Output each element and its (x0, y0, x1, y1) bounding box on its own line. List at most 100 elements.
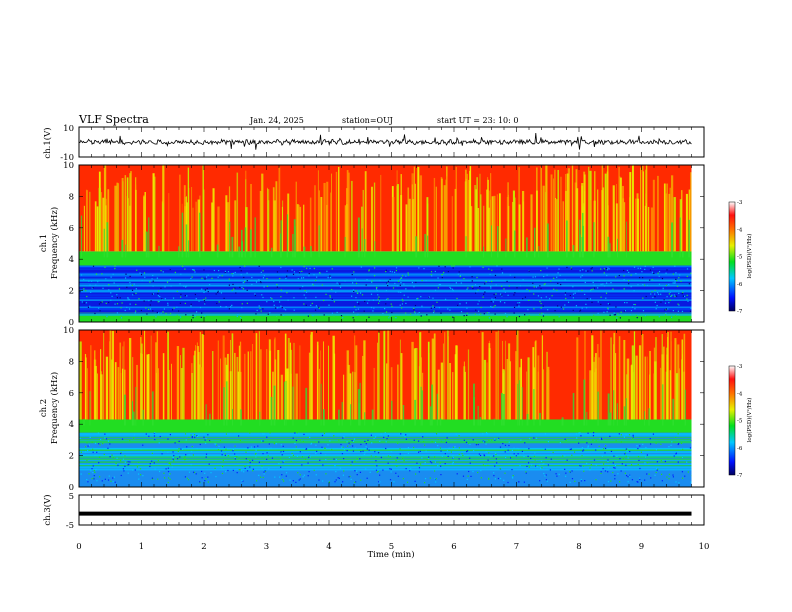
spectrogram-streak (526, 371, 528, 420)
ch3-ytick-bottom: -5 (66, 521, 74, 531)
spectrogram-speckle (440, 450, 442, 452)
spectrogram-speckle (495, 453, 497, 456)
spectrogram-speckle (669, 291, 671, 293)
spectrogram-speckle (421, 457, 423, 459)
spectrogram-speckle (542, 313, 544, 315)
spectrogram-streak (550, 174, 553, 252)
spectrogram-speckle (204, 303, 206, 305)
spectrogram-line (79, 289, 692, 292)
spectrogram-speckle (532, 282, 534, 284)
spectrogram-speckle (192, 454, 194, 456)
spectrogram-speckle (356, 314, 358, 316)
spectrogram-speckle (405, 434, 407, 436)
spectrogram-streak (167, 331, 170, 420)
spectrogram-speckle (681, 456, 683, 459)
spectrogram-line (79, 466, 692, 469)
spectrogram-speckle (197, 434, 200, 437)
spectrogram-speckle (233, 288, 235, 290)
spectrogram-speckle (377, 298, 379, 300)
spectrogram-streak (244, 353, 246, 420)
spectrogram-speckle (511, 449, 513, 452)
spectrogram-speckle (391, 271, 393, 273)
spectrogram-speckle (603, 311, 605, 313)
spectrogram-speckle (655, 308, 657, 310)
spectrogram-speckle (457, 273, 459, 275)
spectrogram-speckle (410, 468, 412, 470)
spectrogram-speckle (266, 458, 268, 460)
spectrogram-speckle (149, 465, 151, 468)
spectrogram-speckle (260, 310, 262, 312)
spectrogram-streak (405, 204, 408, 252)
spectrogram-streak (278, 166, 281, 252)
spectrogram-speckle (228, 284, 230, 286)
spectrogram-streak (377, 342, 378, 420)
spectrogram-speckle (176, 314, 178, 316)
spectrogram-speckle (492, 306, 495, 308)
spectrogram-speckle (230, 306, 232, 308)
spectrogram-speckle (585, 270, 587, 272)
spectrogram-speckle (482, 266, 484, 269)
spectrogram-speckle (252, 470, 254, 472)
spectrogram-speckle (666, 269, 668, 271)
spectrogram-speckle (269, 312, 271, 314)
spectrogram-speckle (678, 304, 680, 306)
spectrogram-speckle (680, 280, 682, 282)
spectrogram-speckle (281, 479, 284, 481)
spectrogram-speckle (315, 444, 317, 446)
spectrogram-speckle (666, 476, 668, 478)
spectrogram-speckle (461, 453, 463, 455)
spectrogram-speckle (557, 272, 559, 274)
spectrogram-speckle (210, 472, 212, 474)
spectrogram-speckle (140, 309, 142, 312)
spectrogram-speckle (263, 433, 265, 435)
spectrogram-speckle (660, 473, 663, 475)
spectrogram-speckle (137, 473, 140, 475)
spectrogram-speckle (452, 446, 455, 448)
spectrogram-streak (638, 345, 642, 420)
spectrogram-speckle (185, 314, 187, 316)
spectrogram-streak (451, 196, 453, 252)
spectrogram-streak (289, 342, 291, 420)
spectrogram-speckle (120, 452, 122, 455)
spectrogram-speckle (678, 292, 680, 294)
spectrogram-speckle (324, 454, 327, 456)
spectrogram-speckle (476, 443, 478, 445)
spectrogram-speckle (232, 450, 234, 452)
spectrogram-speckle (376, 471, 378, 473)
spectrogram-streak (222, 335, 225, 420)
spectrogram-speckle (565, 461, 567, 463)
spectrogram-streak (237, 371, 240, 420)
spectrogram-speckle (504, 291, 506, 293)
spectrogram-streak (595, 368, 597, 420)
spectrogram-speckle (127, 464, 129, 466)
spectrogram-speckle (564, 475, 567, 477)
spectrogram-streak (90, 345, 92, 420)
spectrogram-speckle (613, 314, 615, 316)
spectrogram-speckle (357, 313, 359, 315)
spectrogram-speckle (92, 287, 94, 289)
spectrogram-speckle (553, 288, 555, 290)
spectrogram-speckle (251, 459, 254, 461)
spectrogram-speckle (109, 443, 111, 445)
spectrogram-speckle (331, 298, 333, 300)
spectrogram-speckle (603, 463, 605, 465)
spectrogram-speckle (227, 455, 230, 457)
spectrogram-speckle (104, 478, 106, 480)
spectrogram-streak (647, 206, 650, 252)
spectrogram-streak (295, 181, 297, 252)
spectrogram-speckle (475, 444, 478, 446)
spectrogram-speckle (452, 267, 454, 269)
spectrogram-line (79, 308, 692, 310)
spectrogram-spike (561, 417, 564, 426)
spectrogram-speckle (455, 282, 457, 284)
spectrogram-spike (521, 387, 523, 426)
spectrogram-speckle (162, 271, 164, 273)
spectrogram-speckle (619, 317, 621, 319)
spectrogram-streak (331, 173, 332, 252)
spectrogram-speckle (184, 458, 187, 461)
spectrogram-streak (508, 205, 510, 252)
spectrogram-speckle (418, 311, 420, 314)
spectrogram-speckle (224, 272, 227, 275)
spectrogram-streak (671, 175, 674, 252)
spectrogram-speckle (584, 293, 586, 296)
